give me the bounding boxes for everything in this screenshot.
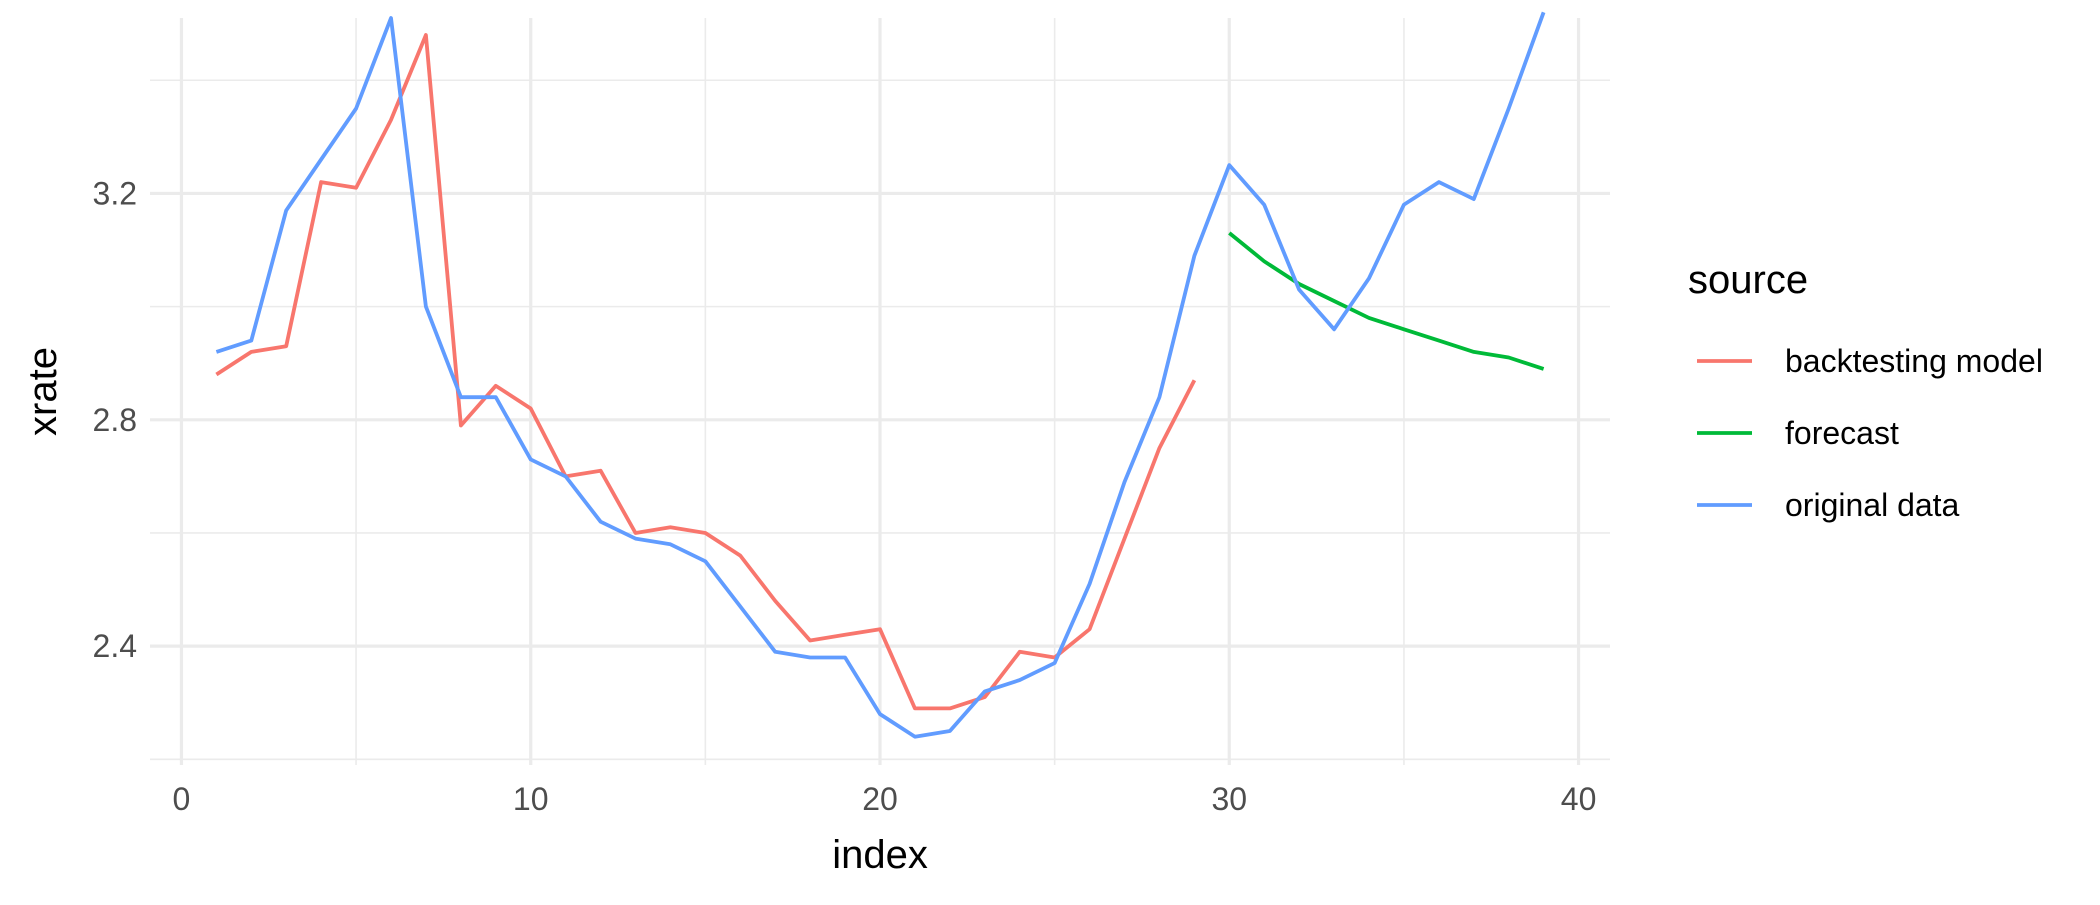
x-tick-label: 40 [1561, 781, 1597, 817]
y-tick-label: 3.2 [93, 175, 137, 211]
series-line-original-data [215, 11, 1546, 739]
legend-label-forecast: forecast [1785, 415, 1899, 451]
x-tick-label: 10 [513, 781, 549, 817]
series-lines [215, 11, 1546, 739]
legend-items: backtesting model forecast original data [1697, 343, 2043, 523]
series-line-forecast [1228, 231, 1545, 371]
x-tick-label: 0 [173, 781, 191, 817]
y-tick-label: 2.8 [93, 402, 137, 438]
legend-label-original-data: original data [1785, 487, 1960, 523]
y-axis-title: xrate [21, 347, 65, 436]
legend: source backtesting model forecast original… [1688, 258, 2043, 523]
legend-title: source [1688, 258, 1808, 302]
legend-label-backtesting-model: backtesting model [1785, 343, 2043, 379]
grid [150, 18, 1610, 765]
tick-labels: 0 10 20 30 40 2.4 2.8 3.2 [93, 175, 1597, 817]
x-tick-label: 20 [862, 781, 898, 817]
y-tick-label: 2.4 [93, 628, 137, 664]
series-line-backtesting-model [215, 33, 1197, 711]
x-tick-label: 30 [1211, 781, 1247, 817]
x-axis-title: index [832, 833, 928, 877]
